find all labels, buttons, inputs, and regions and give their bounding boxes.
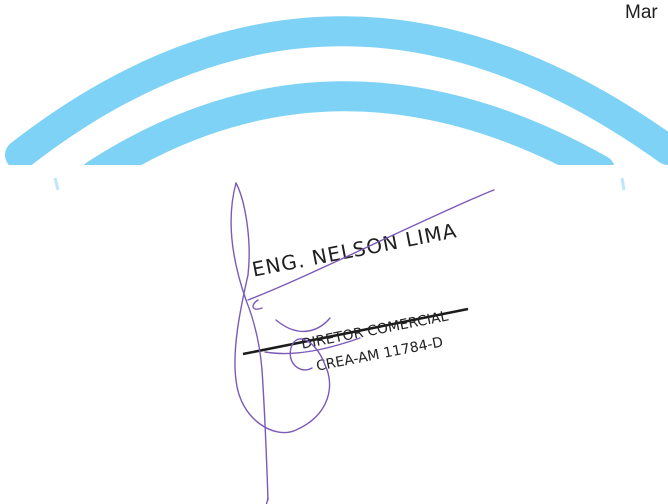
outer-arc	[5, 16, 668, 170]
header-text: Mar	[625, 2, 658, 23]
inner-arc	[80, 81, 615, 190]
arc-fade-left	[53, 177, 60, 191]
watermark-arcs	[0, 16, 668, 200]
arc-fade-right	[620, 177, 626, 191]
